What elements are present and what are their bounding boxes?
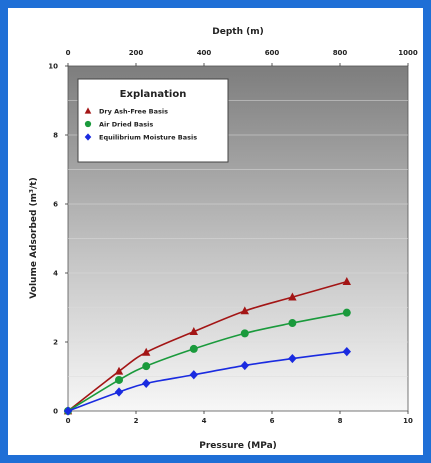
data-point bbox=[240, 360, 249, 371]
x-axis-title: Pressure (MPa) bbox=[199, 441, 277, 451]
top-tick-label: 1000 bbox=[398, 49, 418, 57]
x-tick-label: 0 bbox=[66, 417, 71, 425]
data-point bbox=[115, 375, 123, 384]
legend-marker bbox=[84, 133, 92, 141]
data-point bbox=[240, 306, 249, 315]
top-axis-title: Depth (m) bbox=[212, 27, 263, 37]
y-tick-label: 4 bbox=[53, 270, 58, 278]
x-tick-label: 6 bbox=[270, 417, 275, 425]
left-axis-ticks: 0 2 4 6 8 10 bbox=[48, 63, 68, 416]
y-tick-label: 0 bbox=[53, 408, 58, 416]
legend-label: Dry Ash-Free Basis bbox=[99, 107, 168, 115]
legend-label: Air Dried Basis bbox=[99, 120, 153, 128]
figure-frame: 0 200 400 600 800 1000 0 2 4 6 8 10 0 2 4 6 8 10 Depth … bbox=[8, 8, 423, 455]
legend-title: Explanation bbox=[120, 89, 187, 100]
top-tick-label: 800 bbox=[333, 49, 348, 57]
x-tick-label: 4 bbox=[202, 417, 207, 425]
chart: 0 200 400 600 800 1000 0 2 4 6 8 10 0 2 4 6 8 10 Depth … bbox=[29, 27, 418, 451]
x-tick-label: 8 bbox=[338, 417, 343, 425]
top-tick-label: 400 bbox=[197, 49, 212, 57]
data-point bbox=[142, 362, 151, 371]
data-point bbox=[142, 378, 151, 389]
data-point bbox=[240, 329, 249, 338]
data-point bbox=[342, 277, 351, 285]
legend-label: Equilibrium Moisture Basis bbox=[99, 133, 197, 141]
data-point bbox=[342, 308, 351, 317]
data-point bbox=[189, 327, 198, 336]
y-tick-label: 2 bbox=[53, 339, 58, 347]
data-point bbox=[114, 387, 124, 397]
data-point bbox=[63, 406, 73, 416]
top-tick-label: 200 bbox=[129, 49, 144, 57]
data-point bbox=[288, 353, 297, 364]
data-point bbox=[189, 370, 198, 380]
data-point bbox=[114, 366, 124, 375]
y-tick-label: 10 bbox=[48, 63, 58, 71]
data-point bbox=[288, 292, 297, 301]
data-point bbox=[342, 347, 351, 357]
y-axis-title: Volume Adsorbed (m³/t) bbox=[29, 177, 39, 298]
legend: Explanation Dry Ash-Free Basis Air Dried … bbox=[77, 78, 229, 163]
legend-marker bbox=[84, 120, 92, 128]
legend-box bbox=[77, 78, 229, 163]
legend-marker bbox=[84, 107, 92, 114]
data-point bbox=[142, 347, 151, 356]
top-axis-ticks: 0 200 400 600 800 1000 bbox=[66, 49, 418, 66]
top-tick-label: 600 bbox=[265, 49, 280, 57]
x-tick-label: 2 bbox=[134, 417, 139, 425]
data-point bbox=[288, 319, 297, 328]
top-tick-label: 0 bbox=[66, 49, 71, 57]
y-tick-label: 8 bbox=[53, 132, 58, 140]
data-point bbox=[189, 344, 198, 353]
bottom-axis-ticks: 0 2 4 6 8 10 bbox=[66, 411, 413, 425]
series-layer bbox=[63, 277, 351, 416]
x-tick-label: 10 bbox=[403, 417, 413, 425]
legend-items: Dry Ash-Free Basis Air Dried Basis Equilib… bbox=[84, 107, 197, 141]
y-tick-label: 6 bbox=[53, 201, 58, 209]
